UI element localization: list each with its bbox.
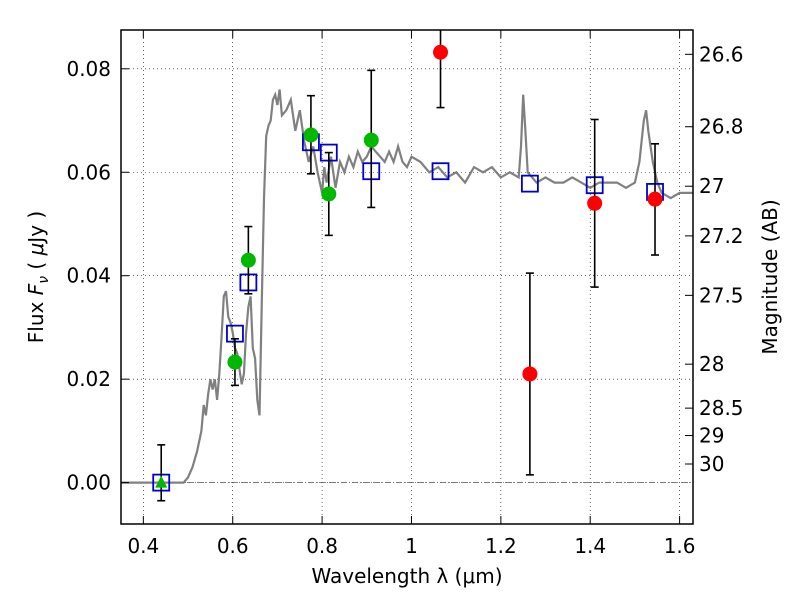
y-axis: 0.00 0.02 0.04 0.06 0.08 <box>66 57 129 495</box>
right-tick-label: 27.2 <box>699 224 744 248</box>
observed-flux-point <box>647 191 663 207</box>
observed-flux-point <box>433 44 449 60</box>
right-tick-label: 30 <box>699 452 724 476</box>
observed-flux-point <box>522 366 538 382</box>
model-photometry-square <box>431 162 450 181</box>
right-axis-title: Magnitude (AB) <box>758 199 782 354</box>
right-tick-label: 29 <box>699 424 724 448</box>
x-tick-label: 1.2 <box>485 534 517 558</box>
y-axis-title: Flux Fν ( μJy ) <box>24 211 52 343</box>
observed-flux-point <box>321 186 337 202</box>
observed-flux-point <box>303 127 319 143</box>
x-axis: 0.4 0.6 0.8 1 1.2 1.4 1.6 <box>127 30 696 558</box>
model-photometry-square <box>520 174 539 193</box>
right-tick-label: 27 <box>699 174 724 198</box>
axes-frame <box>120 29 694 525</box>
x-tick-label: 0.8 <box>306 534 338 558</box>
right-tick-label: 27.5 <box>699 283 744 307</box>
plot-area <box>121 30 693 502</box>
x-tick-label: 0.4 <box>127 534 159 558</box>
y-tick-label: 0.02 <box>66 367 111 391</box>
y-tick-label: 0.00 <box>66 471 111 495</box>
series-open-square <box>152 133 664 492</box>
x-tick-label: 1.6 <box>664 534 696 558</box>
observed-flux-point <box>240 252 256 268</box>
y-tick-label: 0.08 <box>66 57 111 81</box>
right-tick-label: 28 <box>699 352 724 376</box>
y-tick-label: 0.06 <box>66 160 111 184</box>
observed-flux-point <box>227 354 243 370</box>
right-tick-label: 28.5 <box>699 396 744 420</box>
right-tick-label: 26.6 <box>699 42 744 66</box>
series-line <box>121 89 693 484</box>
x-tick-label: 0.6 <box>217 534 249 558</box>
right-tick-label: 26.8 <box>699 115 744 139</box>
right-magnitude-axis: 26.6 26.8 27 27.2 27.5 28 28.5 29 30 <box>685 42 744 476</box>
observed-flux-point <box>363 132 379 148</box>
x-tick-label: 1.4 <box>574 534 606 558</box>
upper-limit-point <box>155 475 168 488</box>
series-filled-triangle <box>155 444 168 502</box>
series-filled-circle <box>433 30 663 476</box>
model-spectrum-line <box>121 89 693 484</box>
series-filled-circle <box>227 69 379 387</box>
x-tick-label: 1 <box>405 534 418 558</box>
y-tick-label: 0.04 <box>66 264 111 288</box>
x-axis-title: Wavelength λ (μm) <box>311 564 502 588</box>
grid <box>121 30 693 524</box>
observed-flux-point <box>587 195 603 211</box>
